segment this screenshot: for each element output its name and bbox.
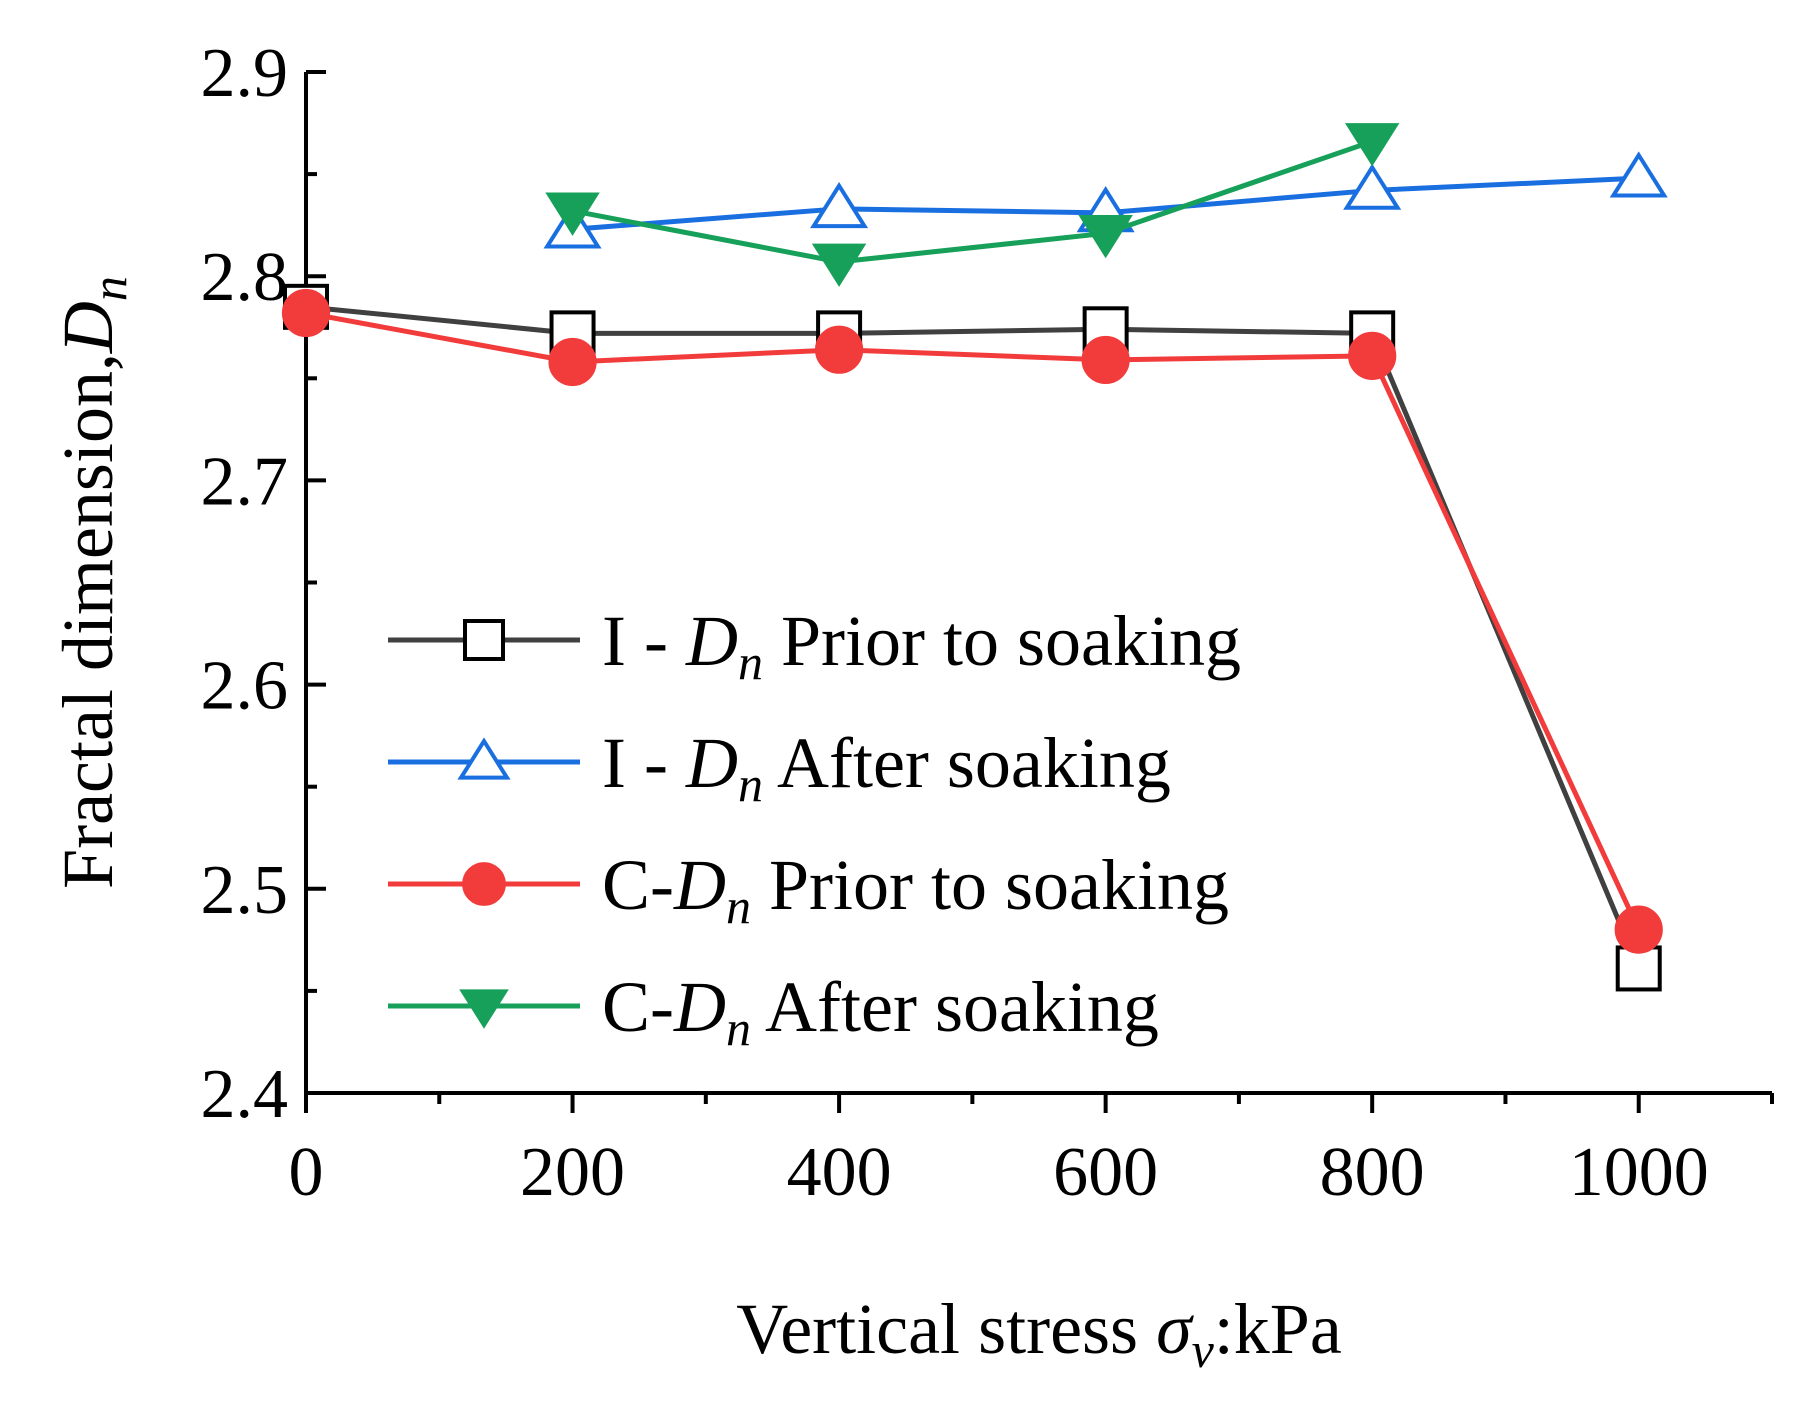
series-3	[281, 288, 1663, 954]
x-tick-label: 200	[520, 1134, 625, 1211]
x-tick-label: 600	[1053, 1134, 1158, 1211]
legend-label: I - Dn After soaking	[602, 723, 1171, 812]
legend-item: I - Dn Prior to soaking	[388, 601, 1241, 690]
series-layer	[281, 123, 1668, 992]
data-point	[1081, 335, 1130, 385]
y-axis-title: Fractal dimension,Dn	[48, 276, 137, 889]
y-tick-label: 2.4	[201, 1056, 289, 1133]
series-line	[305, 310, 1641, 931]
data-point	[281, 288, 331, 338]
y-tick-label: 2.6	[201, 648, 289, 725]
series-4	[545, 123, 1400, 287]
legend-marker	[462, 862, 506, 906]
data-point	[545, 192, 600, 236]
legend-marker	[457, 737, 511, 780]
series-line	[572, 139, 1373, 265]
data-point	[1615, 945, 1662, 992]
y-tick-label: 2.5	[201, 852, 289, 929]
data-point	[1348, 331, 1397, 380]
data-point	[548, 337, 597, 387]
data-point	[814, 325, 864, 374]
legend-marker	[459, 989, 509, 1029]
x-axis-title: Vertical stress σv:kPa	[736, 1289, 1342, 1378]
axes: 2.4 2.5 2.6 2.7 2.8 2.9 0 200 400 600 800 1000 Verti…	[48, 35, 1774, 1378]
x-tick-label: 1000	[1569, 1134, 1709, 1211]
legend-item: C-Dn Prior to soaking	[388, 845, 1229, 934]
data-point	[1609, 151, 1668, 198]
legend-item: C-Dn After soaking	[388, 967, 1159, 1056]
legend-marker	[463, 619, 505, 661]
y-tick-label: 2.8	[201, 239, 289, 316]
y-tick-label: 2.9	[201, 35, 289, 112]
x-tick-label: 800	[1320, 1134, 1425, 1211]
legend-label: I - Dn Prior to soaking	[602, 601, 1241, 690]
x-tick-label: 400	[787, 1134, 892, 1211]
x-tick-label: 0	[289, 1134, 324, 1211]
series-line	[305, 304, 1642, 970]
legend-item: I - Dn After soaking	[388, 723, 1171, 812]
data-point	[1078, 214, 1133, 259]
data-point	[811, 243, 867, 287]
y-tick-label: 2.7	[201, 443, 289, 520]
data-point	[1614, 905, 1663, 954]
data-point	[1343, 163, 1402, 210]
legend: I - Dn Prior to soaking I - Dn After soak…	[388, 601, 1241, 1056]
legend-label: C-Dn Prior to soaking	[602, 845, 1229, 934]
data-point	[810, 181, 869, 229]
data-point	[1344, 123, 1400, 167]
legend-label: C-Dn After soaking	[602, 967, 1159, 1056]
